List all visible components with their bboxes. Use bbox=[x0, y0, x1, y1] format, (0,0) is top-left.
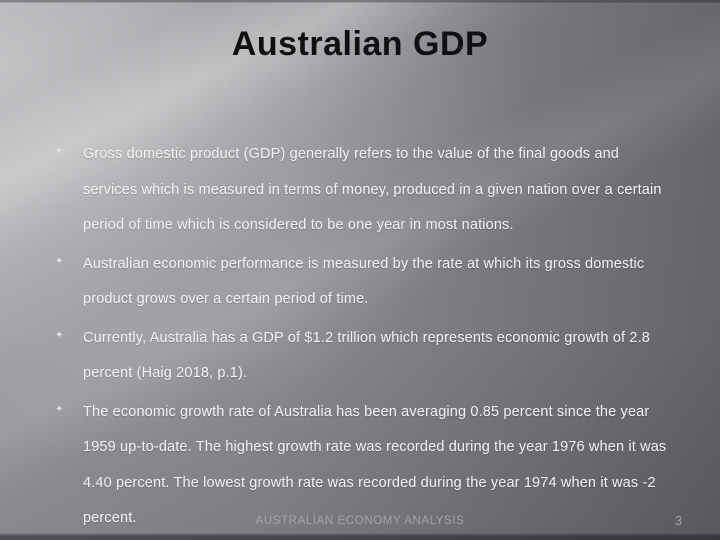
four-pointed-star-bullet-icon: ✦ bbox=[55, 255, 64, 267]
bullet-item: ✦ Gross domestic product (GDP) generally… bbox=[55, 137, 667, 244]
bullet-text: Australian economic performance is measu… bbox=[83, 255, 645, 308]
bullet-text: Gross domestic product (GDP) generally r… bbox=[83, 146, 662, 233]
four-pointed-star-bullet-icon: ✦ bbox=[55, 403, 64, 415]
slide-title: Australian GDP bbox=[231, 25, 489, 63]
bullet-text: Currently, Australia has a GDP of $1.2 t… bbox=[83, 329, 651, 382]
slide-footer: AUSTRALIAN ECONOMY ANALYSIS bbox=[255, 515, 465, 527]
slide-number: 3 bbox=[675, 514, 682, 528]
four-pointed-star-bullet-icon: ✦ bbox=[55, 146, 64, 157]
bullet-item: ✦ Currently, Australia has a GDP of $1.2… bbox=[55, 321, 667, 392]
four-pointed-star-bullet-icon: ✦ bbox=[55, 329, 64, 341]
bullet-item: ✦ Australian economic performance is mea… bbox=[55, 247, 667, 318]
bullet-list: ✦ Gross domestic product (GDP) generally… bbox=[55, 137, 667, 540]
bullet-item: ✦ The economic growth rate of Australia … bbox=[55, 395, 667, 537]
bullet-text: The economic growth rate of Australia ha… bbox=[83, 403, 667, 527]
